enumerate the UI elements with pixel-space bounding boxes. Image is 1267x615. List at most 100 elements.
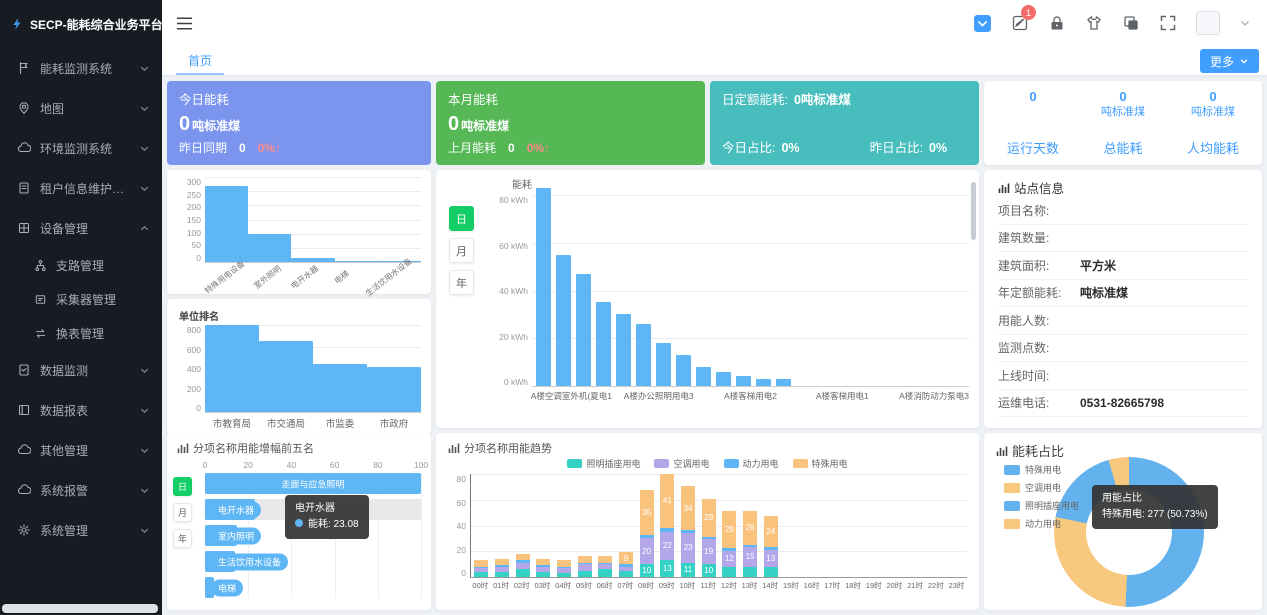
bar-segment [598,564,613,570]
app-title: SECP-能耗综合业务平台 [30,17,162,32]
bar [636,323,651,386]
bar-row: 生活饮用水设备 [205,551,421,572]
time-control-月[interactable]: 月 [449,238,474,263]
bar [776,378,791,386]
stacked-bar [926,474,947,577]
site-info-row: 项目名称: [998,197,1248,225]
legend-item-特殊用电[interactable]: 特殊用电 [792,457,848,470]
plot-area [205,325,421,413]
bar-segment [515,553,530,561]
legend-item-空调用电[interactable]: 空调用电 [654,457,710,470]
theme-shirt-icon[interactable] [1085,14,1103,32]
avatar[interactable] [1196,11,1220,35]
sidebar-subitem-0[interactable]: 支路管理 [0,248,162,282]
sidebar-item-1[interactable]: 地图 [0,88,162,128]
legend-item-照明插座用电[interactable]: 照明插座用电 [1004,499,1079,512]
user-menu-chevron-icon[interactable] [1239,17,1251,29]
site-info-label: 运维电话: [998,396,1050,411]
sidebar-item-label: 地图 [40,101,65,116]
time-control-日[interactable]: 日 [449,206,474,231]
axis-tick: 80 [373,460,383,470]
lock-icon[interactable] [1048,14,1066,32]
time-control-年[interactable]: 年 [449,270,474,295]
chart-title: 能耗占比 [1012,444,1065,459]
bar [291,257,335,262]
bar [205,185,249,262]
axis-tick: 16时 [803,581,820,590]
bar [248,233,292,262]
sidebar-item-6[interactable]: 数据报表 [0,390,162,430]
axis-tick: 0 kWh [503,377,528,387]
bar [616,314,631,386]
notification-bell-icon[interactable]: 1 [1011,5,1036,32]
bar [205,577,214,598]
sidebar-item-3[interactable]: 租户信息维护管理 [0,168,162,208]
sidebar-item-9[interactable]: 系统管理 [0,510,162,550]
legend-item-动力用电[interactable]: 动力用电 [1004,517,1079,530]
grid-line [471,551,967,553]
legend-item-照明插座用电[interactable]: 照明插座用电 [567,457,640,470]
legend-item-特殊用电[interactable]: 特殊用电 [1004,463,1079,476]
axis-tick: 0 [202,460,208,470]
bar-segment [722,548,737,552]
bar-segment [577,556,592,563]
axis-tick: 150 [186,214,201,225]
energy-chart-card: 能耗 日月年 80 kWh 60 kWh 40 kWh 20 kWh 0 kWh A楼空… [436,170,979,428]
copy-icon[interactable] [1122,14,1140,32]
x-axis-labels: 市教育局 市交通局 市监委 市政府 [205,413,421,430]
bar-segment [495,565,509,567]
axis-tick: 17时 [824,581,841,590]
bar-label: 电开水器 [211,501,262,518]
sidebar-item-4[interactable]: 设备管理 [0,208,162,248]
collapse-panel-icon[interactable] [973,14,992,33]
more-button[interactable]: 更多 [1199,49,1259,73]
series-dot [295,519,303,527]
tab-home[interactable]: 首页 [176,46,225,75]
chart-title: 分项名称用能增幅前五名 [193,443,314,455]
sidebar-subitem-2[interactable]: 换表管理 [0,316,162,350]
axis-tick: 07时 [617,581,634,590]
time-control-日[interactable]: 日 [173,477,192,496]
axis-tick: 80 kWh [499,195,528,205]
bar-chart-icon [998,183,1010,193]
sidebar-horizontal-scrollbar[interactable] [2,604,158,613]
sidebar-item-0[interactable]: 能耗监测系统 [0,48,162,88]
chevron-up-icon [140,225,149,230]
chevron-down-icon [140,368,149,373]
bar-segment [536,558,551,566]
x-axis: 0 20 40 60 80 100 [202,460,428,473]
hamburger-menu-icon[interactable] [176,16,193,31]
subitem-rank-chart: 300 250 200 150 100 50 0 特殊用电设备 室外照明 电开水器 电梯 生活饮用水设… [177,177,422,298]
axis-tick: 15时 [782,581,799,590]
sidebar-item-5[interactable]: 数据监测 [0,350,162,390]
time-control-年[interactable]: 年 [173,529,192,548]
sidebar-subitem-1[interactable]: 采集器管理 [0,282,162,316]
chart-legend: 照明插座用电 空调用电 动力用电 特殊用电 [448,457,967,470]
sidebar-item-7[interactable]: 其他管理 [0,430,162,470]
axis-tick: 21时 [907,581,924,590]
time-control-月[interactable]: 月 [173,503,192,522]
fullscreen-icon[interactable] [1159,14,1177,32]
chart-vertical-scrollbar[interactable] [971,182,976,240]
legend-label: 照明插座用电 [1025,501,1080,511]
legend-item-空调用电[interactable]: 空调用电 [1004,481,1079,494]
site-info-value: 吨标准煤 [1080,286,1129,301]
axis-tick: 特殊用电设备 [203,259,247,296]
axis-tick: 600 [186,344,201,355]
axis-tick: 12时 [720,581,737,590]
bar-segment [495,571,509,577]
axis-tick: 20 [243,460,253,470]
grid-line [205,325,421,326]
bar-segment [660,527,675,532]
sidebar-subitem-label: 换表管理 [56,326,105,341]
axis-tick: 02时 [513,581,530,590]
chart-title: 分项名称用能趋势 [464,443,552,455]
axis-tick: 0 [461,568,466,578]
card-value: 0 吨标准煤 [179,112,241,135]
legend-item-动力用电[interactable]: 动力用电 [723,457,779,470]
sidebar-item-2[interactable]: 环境监测系统 [0,128,162,168]
sidebar-item-8[interactable]: 系统报警 [0,470,162,510]
site-info-row: 年定额能耗: 吨标准煤 [998,280,1248,307]
topbar-icon-group: 1 [973,5,1251,35]
bar-segment: 22 [660,531,675,561]
